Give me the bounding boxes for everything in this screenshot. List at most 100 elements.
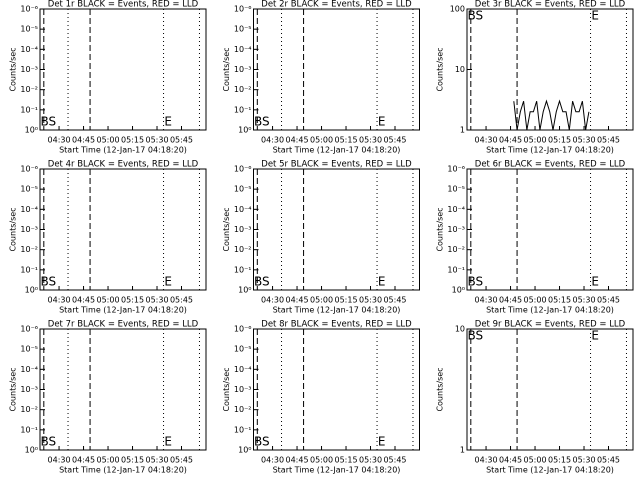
y-tick-label: 10⁰ [25,446,38,455]
y-tick-label: 10⁰ [238,286,251,295]
y-tick-label: 10⁻⁶ [20,325,38,334]
chart-title: Det 1r BLACK = Events, RED = LLD [48,0,199,10]
y-tick-label: 10⁻² [447,245,465,254]
y-tick-label: 10⁻⁶ [20,165,38,174]
x-tick-label: 05:15 [548,136,571,145]
y-tick-label: 10 [455,325,465,334]
x-tick-label: 04:45 [72,296,95,305]
y-tick-label: 10⁻⁴ [20,205,38,214]
x-axis-label: Start Time (12-Jan-17 04:18:20) [59,466,187,475]
chart-title: Det 5r BLACK = Events, RED = LLD [261,160,412,170]
y-tick-label: 10⁻¹ [447,265,465,274]
x-tick-label: 05:15 [334,456,357,465]
plot-frame [466,168,634,291]
plot-frame [253,8,420,131]
x-tick-label: 04:30 [475,296,498,305]
y-tick-label: 10⁻¹ [234,105,252,114]
y-tick-label: 10⁻⁶ [234,165,252,174]
annotation: E [591,9,599,23]
y-tick-label: 1 [460,126,465,135]
x-axis-label: Start Time (12-Jan-17 04:18:20) [273,146,401,155]
y-tick-label: 10⁻⁵ [20,25,38,34]
x-tick-label: 05:00 [310,456,333,465]
chart-title: Det 8r BLACK = Events, RED = LLD [261,320,412,330]
y-tick-label: 10⁻⁵ [234,185,252,194]
annotation: BS [254,275,270,289]
chart-title: Det 7r BLACK = Events, RED = LLD [48,320,199,330]
plot-frame [39,8,207,131]
x-tick-label: 04:45 [286,296,309,305]
y-axis-label: Counts/sec [436,47,445,91]
chart-title: Det 9r BLACK = Events, RED = LLD [475,320,626,330]
y-tick-label: 10⁻⁴ [20,365,38,374]
y-axis-label: Counts/sec [436,207,445,251]
y-tick-label: 10 [455,65,465,74]
data-line [513,99,590,131]
x-tick-label: 05:00 [97,136,120,145]
y-tick-label: 10⁻¹ [234,265,252,274]
annotation: E [164,275,172,289]
annotation: BS [41,115,57,129]
y-tick-label: 10⁻² [20,85,38,94]
x-tick-label: 05:30 [572,296,595,305]
x-tick-label: 05:15 [121,456,144,465]
x-tick-label: 05:15 [121,296,144,305]
chart-title: Det 4r BLACK = Events, RED = LLD [48,160,199,170]
y-tick-label: 10⁻⁵ [20,345,38,354]
annotation: E [378,275,386,289]
y-axis-label: Counts/sec [9,367,18,411]
y-tick-label: 10⁰ [25,126,38,135]
x-axis-label: Start Time (12-Jan-17 04:18:20) [59,306,187,315]
x-tick-label: 04:45 [499,136,522,145]
y-tick-label: 10⁻¹ [234,425,252,434]
y-tick-label: 10⁻⁴ [234,45,252,54]
x-tick-label: 04:45 [286,136,309,145]
annotation: E [164,115,172,129]
plot-frame [39,168,207,291]
y-axis-label: Counts/sec [222,367,231,411]
x-tick-label: 05:45 [383,456,406,465]
annotation: BS [254,435,270,449]
y-tick-label: 10⁻⁵ [447,185,465,194]
chart-title: Det 2r BLACK = Events, RED = LLD [261,0,412,10]
x-tick-label: 05:30 [359,456,382,465]
x-tick-label: 05:45 [383,296,406,305]
x-tick-label: 05:00 [310,296,333,305]
x-tick-label: 04:30 [261,456,284,465]
plot-frame [253,168,420,291]
plot-frame [253,328,420,451]
x-tick-label: 05:45 [597,136,620,145]
y-tick-label: 10⁰ [238,126,251,135]
y-tick-label: 10⁻³ [20,225,38,234]
x-tick-label: 05:15 [548,296,571,305]
annotation: BS [468,9,484,23]
y-axis-label: Counts/sec [222,207,231,251]
y-tick-label: 10⁻³ [447,225,465,234]
y-tick-label: 10⁻² [234,245,252,254]
x-axis-label: Start Time (12-Jan-17 04:18:20) [486,306,614,315]
annotation: BS [254,115,270,129]
x-tick-label: 05:15 [334,296,357,305]
y-tick-label: 10⁻³ [234,385,252,394]
x-tick-label: 04:30 [475,136,498,145]
y-tick-label: 10⁰ [238,446,251,455]
annotation: E [378,115,386,129]
x-tick-label: 04:45 [499,456,522,465]
y-tick-label: 10⁻³ [234,225,252,234]
y-axis-label: Counts/sec [436,367,445,411]
y-tick-label: 10⁻⁴ [447,205,465,214]
annotation: E [591,329,599,343]
x-tick-label: 05:00 [310,136,333,145]
plot-frame [466,328,634,451]
annotation: E [591,275,599,289]
x-tick-label: 05:45 [597,296,620,305]
x-tick-label: 04:30 [475,456,498,465]
x-tick-label: 05:30 [145,296,168,305]
x-tick-label: 05:45 [597,456,620,465]
y-tick-label: 10⁻² [234,85,252,94]
x-tick-label: 04:45 [286,456,309,465]
x-tick-label: 05:15 [548,456,571,465]
x-tick-label: 04:30 [261,136,284,145]
y-axis-label: Counts/sec [9,47,18,91]
x-tick-label: 04:30 [48,456,71,465]
